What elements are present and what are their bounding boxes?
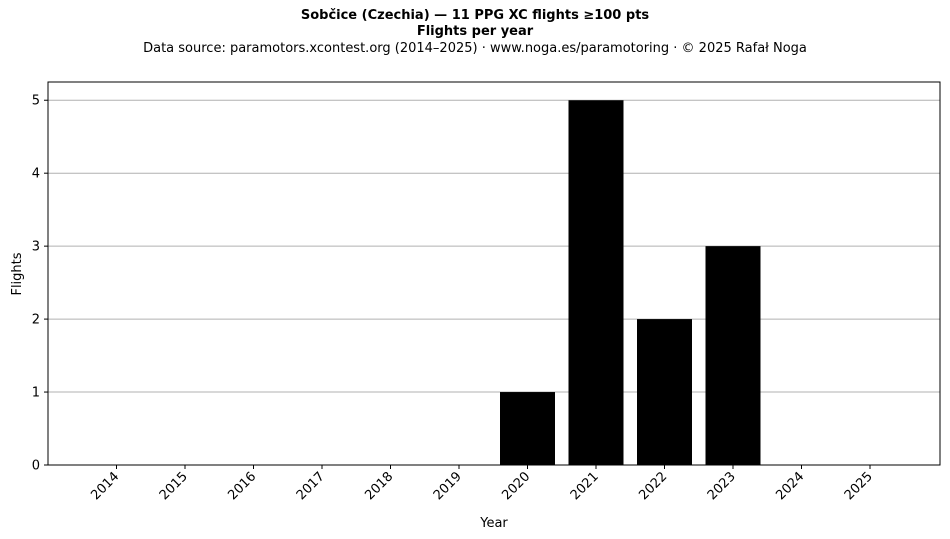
chart-header: Sobčice (Czechia) — 11 PPG XC flights ≥1…	[0, 8, 950, 57]
x-tick-label: 2019	[431, 469, 465, 503]
bar-2021	[568, 100, 624, 465]
x-tick-label: 2018	[362, 469, 396, 503]
x-axis-label: Year	[479, 516, 508, 531]
y-axis-label: Flights	[10, 252, 25, 295]
plot-frame	[47, 81, 941, 466]
y-tick-label: 5	[32, 94, 40, 109]
bar-2022	[637, 319, 692, 465]
grid-lines	[48, 99, 940, 393]
y-tick-label: 2	[32, 313, 40, 328]
chart-title: Sobčice (Czechia) — 11 PPG XC flights ≥1…	[300, 8, 650, 23]
x-tick-label: 2021	[568, 469, 602, 503]
chart-source-note: Data source: paramotors.xcontest.org (20…	[143, 41, 807, 56]
chart-subtitle: Flights per year	[416, 24, 534, 39]
x-tick-label: 2022	[636, 469, 670, 503]
x-tick-label: 2020	[499, 469, 533, 503]
y-axis: 0 1 2 3 4 5	[32, 94, 48, 474]
bar-2020	[500, 392, 555, 465]
x-tick-label: 2016	[225, 469, 259, 503]
x-tick-label: 2025	[842, 469, 876, 503]
x-tick-label: 2023	[705, 469, 739, 503]
x-tick-label: 2014	[88, 469, 122, 503]
y-tick-label: 0	[32, 459, 40, 474]
x-axis: 2014 2015 2016 2017 2018 2019 2020 2021 2022 2023…	[88, 465, 876, 503]
x-tick-label: 2015	[157, 469, 191, 503]
x-tick-label: 2017	[294, 469, 328, 503]
y-tick-label: 1	[32, 386, 40, 401]
x-tick-label: 2024	[773, 469, 807, 503]
bar-2023	[705, 246, 761, 465]
y-tick-label: 4	[32, 167, 40, 182]
y-tick-label: 3	[32, 240, 40, 255]
bars	[500, 100, 761, 465]
